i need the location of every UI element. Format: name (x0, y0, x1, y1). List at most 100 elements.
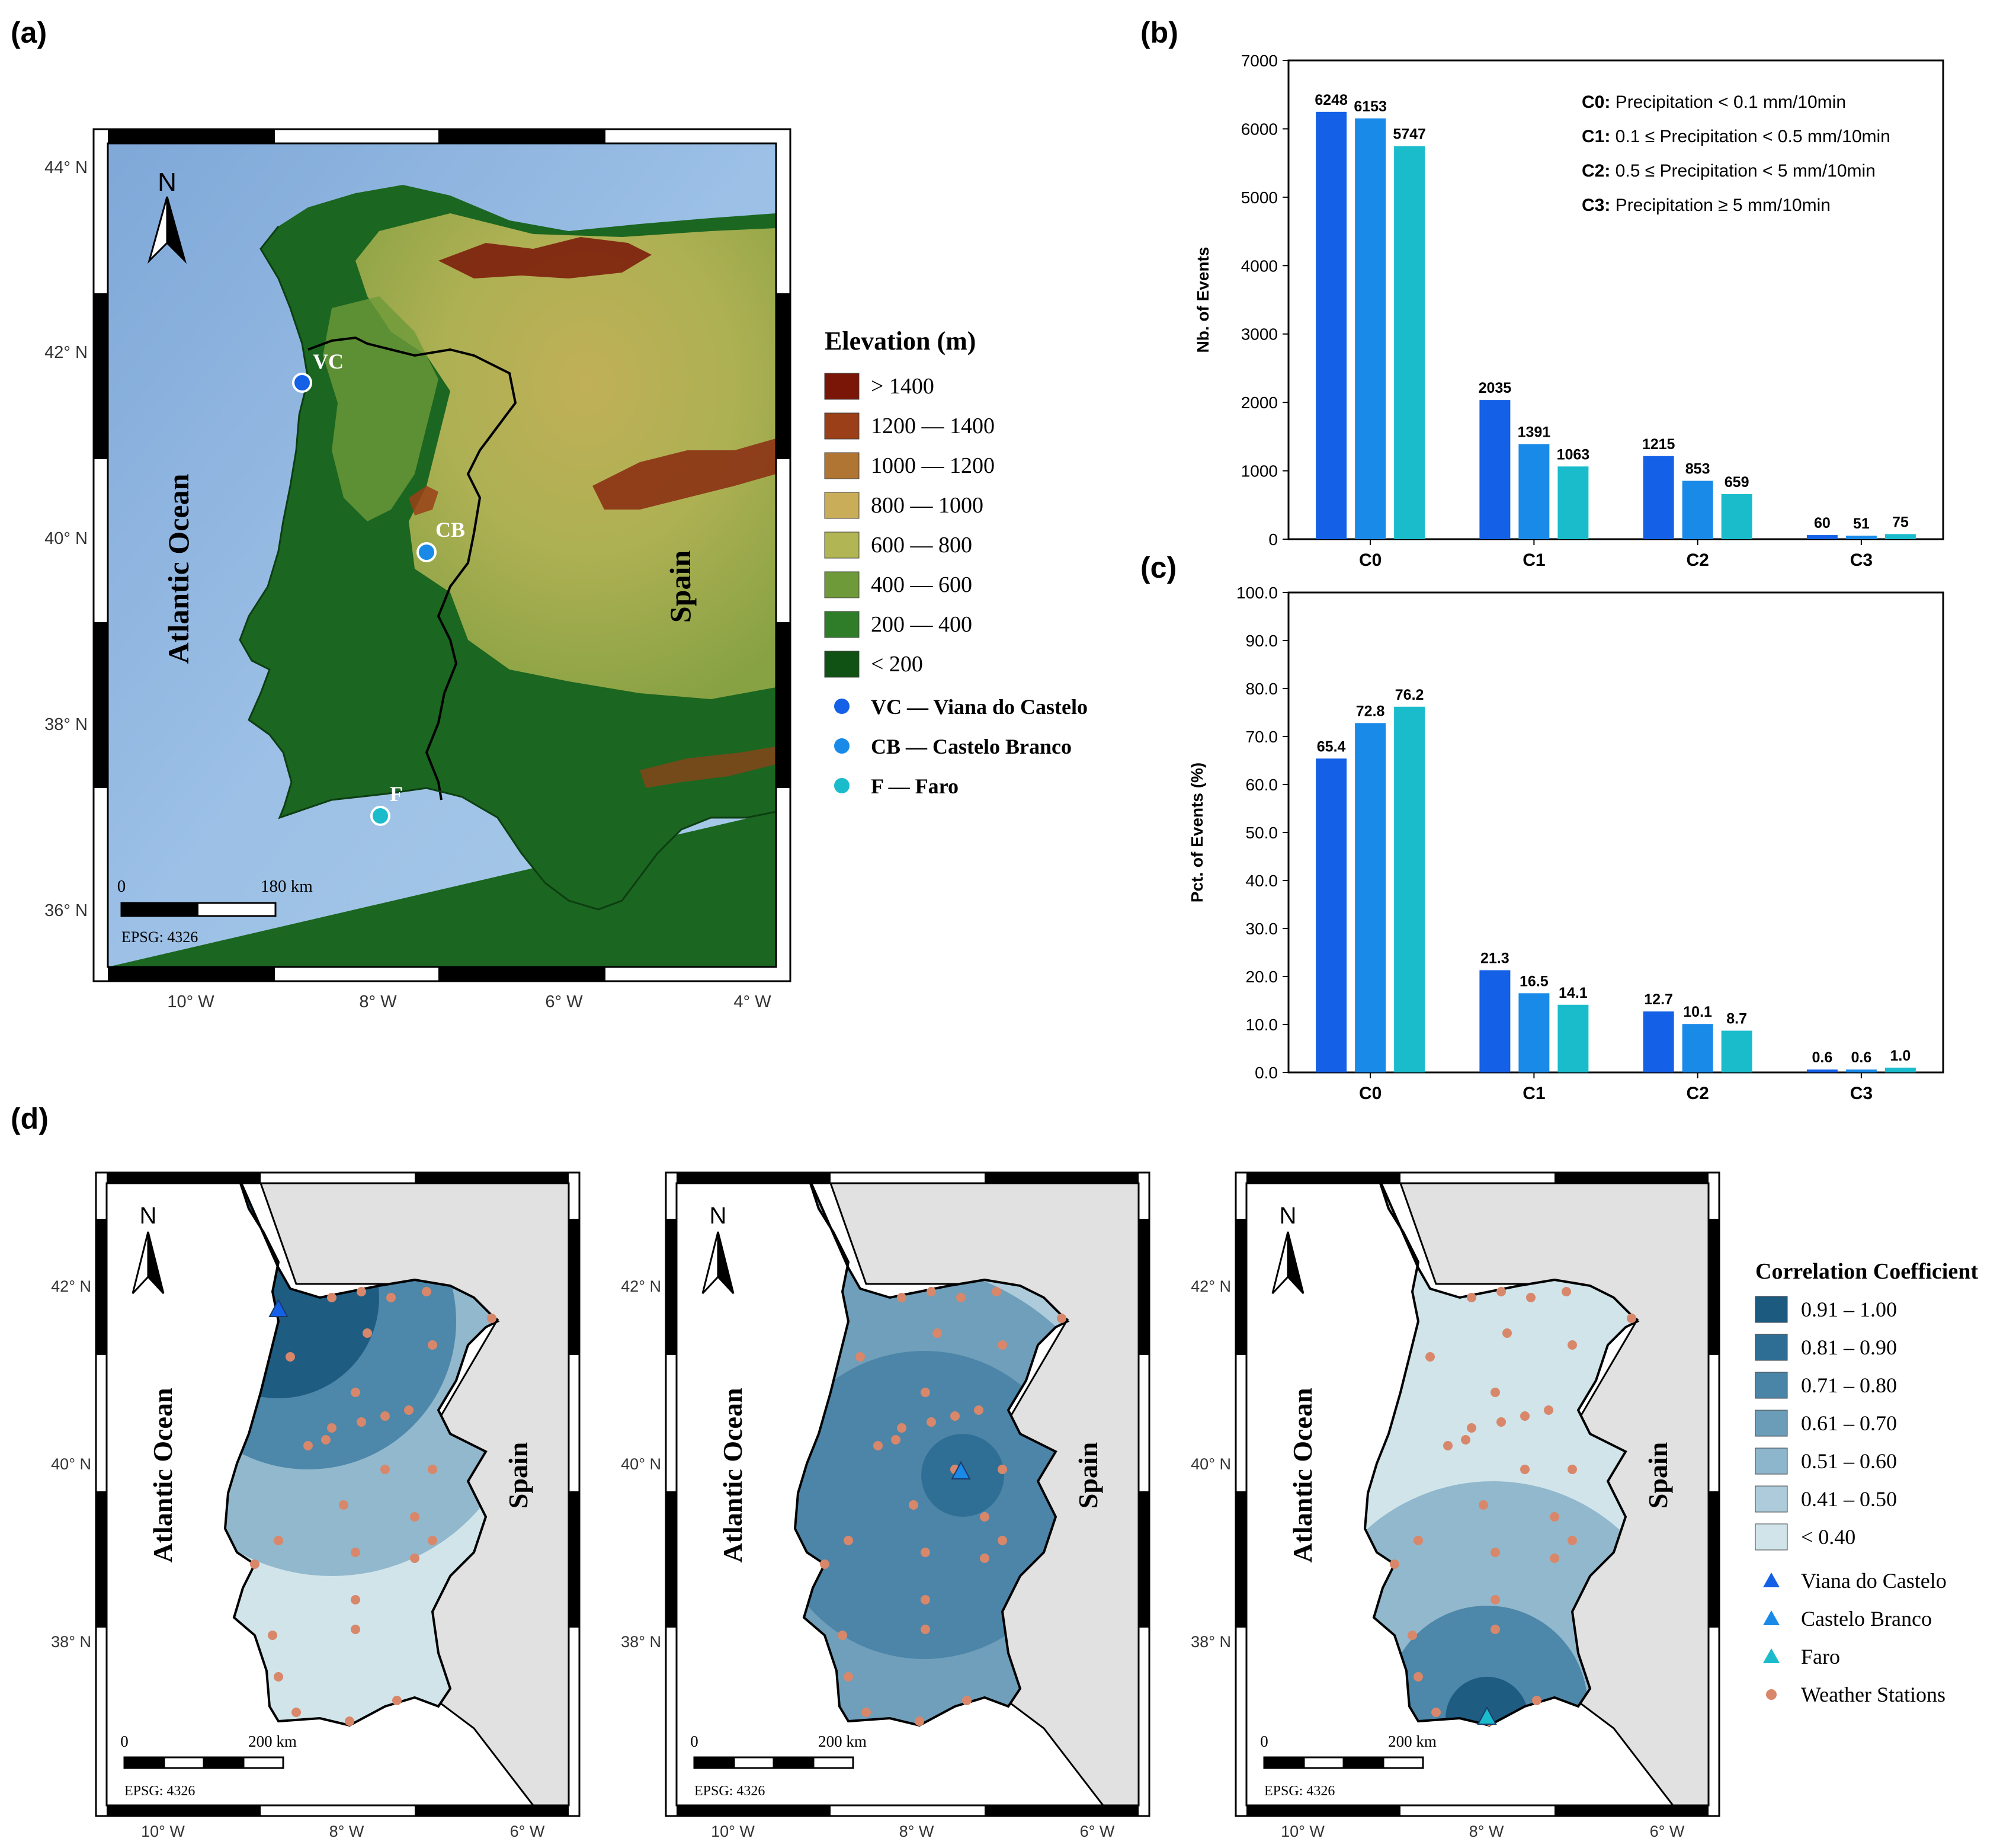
map-a-spain-label: Spain (664, 550, 697, 623)
chart-c-bar-2-0 (1643, 1011, 1674, 1072)
correlation-label-4: 0.51 – 0.60 (1801, 1449, 1897, 1473)
map-d-0-ocean-label: Atlantic Ocean (148, 1388, 178, 1562)
correlation-marker-icon-1 (1763, 1610, 1780, 1625)
map-d-0-lat-tick-2: 38° N (51, 1633, 91, 1651)
map-d-1-epsg: EPSG: 4326 (694, 1783, 765, 1799)
map-a: 44° N 42° N 40° N 38° N 36° N 10° W 8° W… (44, 128, 791, 1011)
chart-b-bar-3-1 (1845, 536, 1877, 539)
map-d-1-weather-station-1 (927, 1287, 936, 1296)
map-d-2-weather-station-2 (1526, 1293, 1536, 1302)
map-d-0-lon-tick-1: 8° W (329, 1823, 364, 1840)
map-d-2-weather-station-24 (1390, 1559, 1399, 1569)
elevation-label-4: 600 — 800 (871, 533, 972, 558)
map-d-1-weather-station-14 (891, 1435, 900, 1445)
map-d-0-weather-station-5 (363, 1328, 372, 1338)
chart-b-annotation-3: C3: Precipitation ≥ 5 mm/10min (1582, 196, 1831, 215)
chart-b-category-3: C3 (1850, 550, 1873, 570)
station-legend-marker-2 (834, 778, 850, 793)
chart-c-data-label-0-1: 72.8 (1356, 703, 1385, 719)
map-d-2-weather-station-3 (1562, 1287, 1571, 1296)
chart-b-annotation-text-1: 0.1 ≤ Precipitation < 0.5 mm/10min (1610, 127, 1890, 146)
map-d-2-scale-bar: 0 200 km EPSG: 4326 (1260, 1732, 1437, 1799)
map-d-1-weather-station-11 (950, 1411, 960, 1421)
correlation-legend-title: Correlation Coefficient (1755, 1259, 1978, 1284)
map-a-station-f: F (370, 782, 403, 826)
map-d-0-weather-station-24 (250, 1559, 259, 1569)
map-d-1-spain-label: Spain (1073, 1442, 1103, 1509)
map-d-1-weather-station-4 (1057, 1314, 1066, 1323)
map-d-1-frame (665, 1171, 1150, 1817)
map-d-0-north-arrow-icon: N (132, 1203, 165, 1295)
chart-b-data-label-2-1: 853 (1685, 461, 1710, 478)
panel-a-label: (a) (11, 16, 47, 49)
weather-station-legend-label: Weather Stations (1801, 1683, 1946, 1706)
map-a-lat-tick-42: 42° N (44, 343, 88, 362)
map-d-0-weather-station-16 (428, 1465, 437, 1474)
elevation-swatch-3 (824, 492, 860, 519)
map-d-1-station-marker-icon (951, 1461, 971, 1479)
map-a-coastline (239, 226, 777, 911)
correlation-swatch-4 (1755, 1447, 1788, 1475)
map-d-2-weather-station-7 (1425, 1352, 1435, 1362)
chart-c-bar-3-0 (1806, 1069, 1838, 1072)
chart-b-ylabel: Nb. of Events (1194, 247, 1212, 353)
map-d-2-weather-station-17 (1479, 1500, 1488, 1510)
map-a-epsg: EPSG: 4326 (121, 928, 198, 946)
map-d-0-weather-station-26 (268, 1631, 277, 1640)
map-d-0-lat-tick-1: 40° N (51, 1455, 91, 1473)
chart-b-bar-3-2 (1884, 534, 1916, 539)
elevation-swatch-4 (824, 531, 860, 559)
map-d-2-weather-station-12 (1544, 1405, 1553, 1415)
chart-b-ytick-2: 2000 (1241, 393, 1278, 412)
map-d-0-weather-station-11 (380, 1411, 390, 1421)
map-a-station-cb: CB (416, 518, 465, 562)
correlation-label-5: 0.41 – 0.50 (1801, 1487, 1897, 1511)
map-d-2-weather-station-27 (1414, 1672, 1423, 1682)
map-d-2-weather-station-15 (1520, 1465, 1530, 1474)
map-d-2-weather-station-6 (1568, 1340, 1577, 1350)
map-d-0-weather-station-28 (291, 1708, 301, 1717)
map-d-2-weather-station-1 (1496, 1287, 1506, 1296)
chart-c-ylabel: Pct. of Events (%) (1188, 763, 1206, 902)
map-d-1-weather-station-30 (962, 1696, 972, 1705)
chart-b-bar-1-1 (1518, 444, 1550, 539)
map-d-2-weather-station-10 (1496, 1417, 1506, 1427)
map-a-scale-end: 180 km (261, 877, 313, 896)
map-d-1-lat-tick-0: 42° N (621, 1277, 661, 1295)
chart-b-ytick-0: 0 (1268, 530, 1278, 549)
chart-b-bar-0-2 (1394, 146, 1425, 539)
chart-b: Nb. of Events C0: Precipitation < 0.1 mm… (1194, 52, 1944, 570)
map-d-0-spain-label: Spain (503, 1442, 533, 1509)
map-d-0-weather-station-4 (487, 1314, 496, 1323)
map-d-0-weather-station-27 (274, 1672, 283, 1682)
chart-c-bar-3-1 (1845, 1069, 1877, 1072)
map-a-scale-start: 0 (117, 877, 126, 896)
map-d-1-weather-station-10 (927, 1417, 936, 1427)
chart-c-category-2: C2 (1686, 1084, 1709, 1103)
correlation-marker-label-0: Viana do Castelo (1801, 1569, 1947, 1593)
map-a-ridge-central (592, 438, 776, 510)
map-d-0-weather-station-14 (321, 1435, 331, 1445)
chart-b-annotation-key-2: C2: (1582, 161, 1610, 181)
map-d-2-scale-start: 0 (1260, 1732, 1268, 1750)
map-d-2-weather-station-18 (1550, 1512, 1559, 1522)
correlation-marker-label-2: Faro (1801, 1645, 1840, 1668)
map-d-1-lat-tick-1: 40° N (621, 1455, 661, 1473)
map-d-0-weather-station-10 (357, 1417, 366, 1427)
chart-b-annotation-key-1: C1: (1582, 127, 1610, 146)
chart-c-bar-2-1 (1682, 1024, 1713, 1072)
elevation-legend: Elevation (m) > 1400 1200 — 1400 1000 — 12… (824, 326, 1088, 798)
map-d-2-lat-tick-0: 42° N (1191, 1277, 1231, 1295)
map-d-2-north-letter: N (1280, 1203, 1297, 1229)
map-d-1-weather-station-20 (921, 1548, 930, 1557)
map-d-2-border (1363, 1176, 1640, 1727)
map-d-0: 42° N 40° N 38° N 10° W 8° W 6° W N Atlantic Oc… (51, 1171, 581, 1840)
chart-c-data-label-2-1: 10.1 (1683, 1004, 1712, 1020)
chart-c-plot-area (1287, 591, 1944, 1074)
map-d-2: 42° N 40° N 38° N 10° W 8° W 6° W N Atlantic Oc… (1191, 1171, 1720, 1840)
map-d-0-weather-station-9 (327, 1423, 336, 1433)
map-d-2-lon-tick-0: 10° W (1281, 1823, 1325, 1840)
panel-c-label: (c) (1140, 551, 1177, 584)
map-d-2-ocean-label: Atlantic Ocean (1287, 1388, 1318, 1562)
